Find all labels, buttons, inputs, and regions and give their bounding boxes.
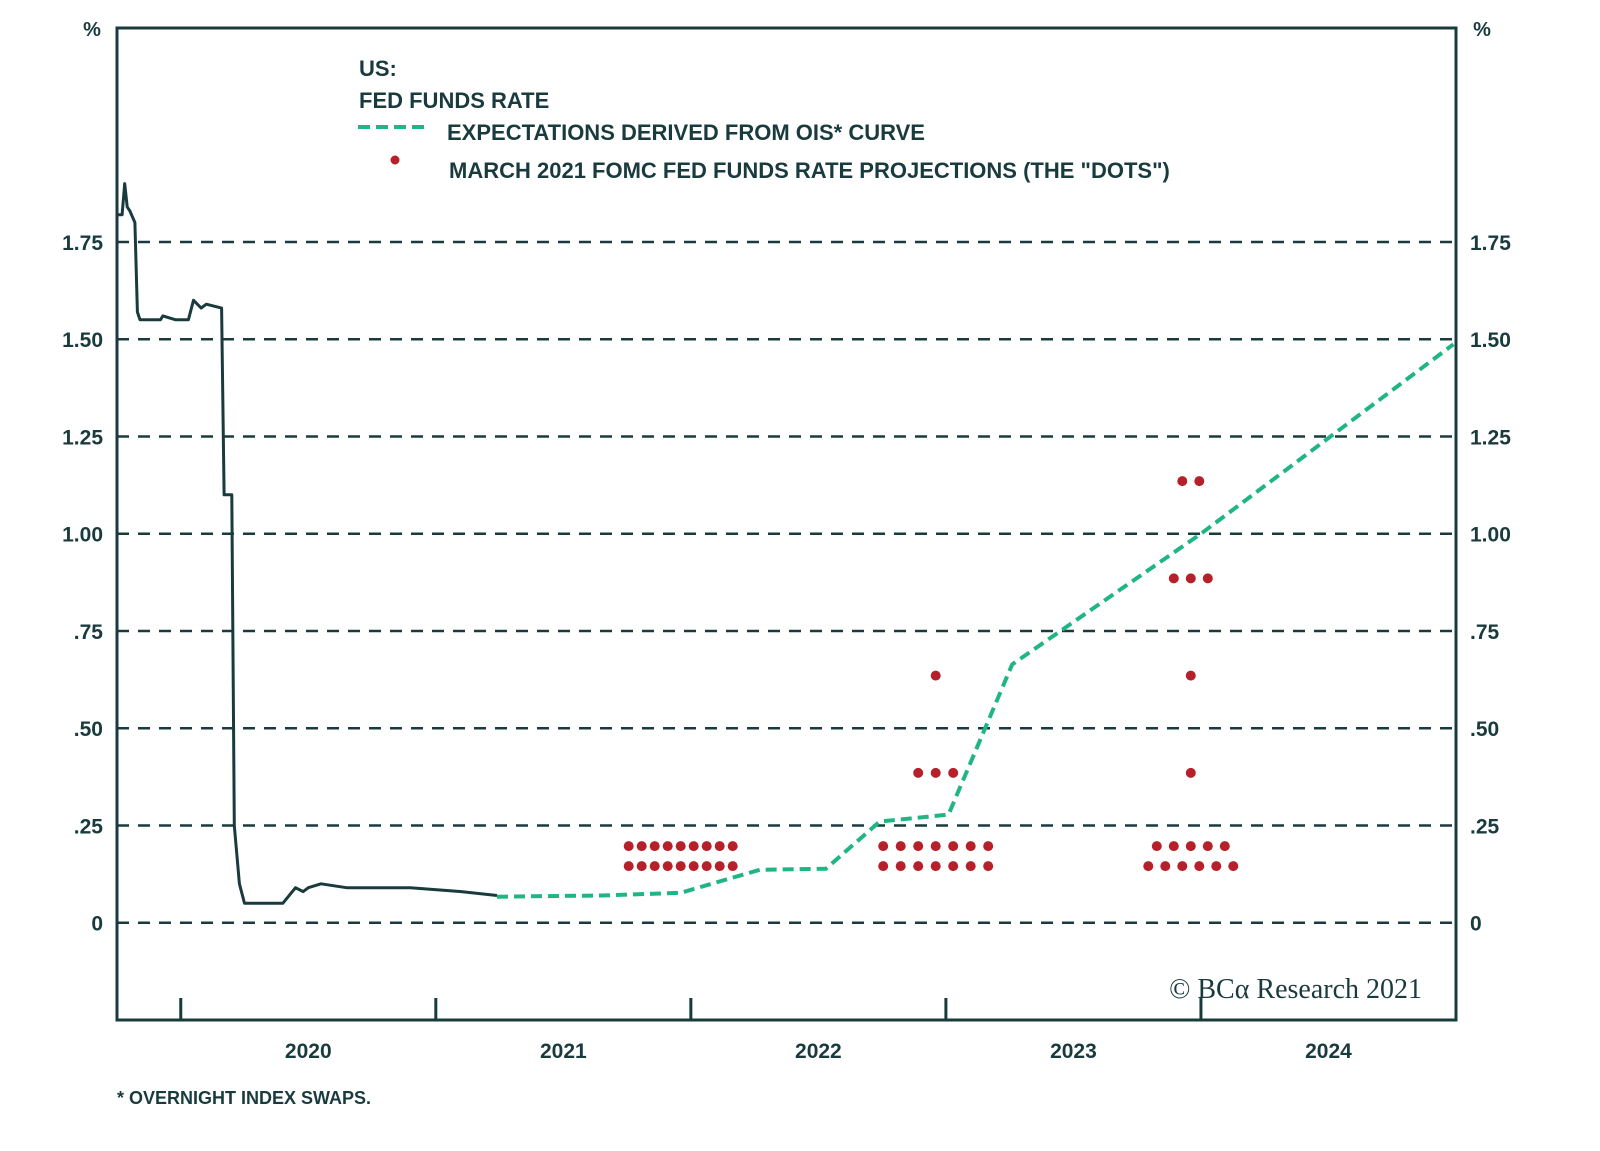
fomc-dot	[1160, 861, 1171, 872]
dots-layer	[623, 476, 1239, 872]
fomc-dot	[623, 861, 634, 872]
fomc-dot	[895, 861, 906, 872]
fomc-dot	[1168, 573, 1179, 584]
fomc-dot	[1194, 476, 1205, 487]
series-layer	[117, 182, 1455, 905]
y-tick-label-left: 1.50	[62, 329, 103, 352]
fomc-dot	[913, 767, 924, 778]
bca-research-logo: © BCα Research 2021	[1169, 974, 1422, 1005]
y-tick-label-left: 1.00	[62, 524, 103, 547]
fomc-dot	[688, 841, 699, 852]
y-tick-label-left: 1.25	[62, 426, 103, 449]
plot-frame	[115, 26, 1458, 1022]
fomc-dot	[895, 841, 906, 852]
fomc-dot	[913, 841, 924, 852]
y-tick-label-left: 0	[91, 913, 103, 936]
fomc-dot	[662, 841, 673, 852]
y-tick-label-right: 1.00	[1470, 524, 1511, 547]
fomc-dot	[930, 767, 941, 778]
fomc-dot	[1143, 861, 1154, 872]
fomc-dot	[965, 861, 976, 872]
fomc-dot	[1185, 767, 1196, 778]
axes: 0 0 .25 .25 .50 .50 .75 .75 1.00 1.00 1.25 1.25 1.50…	[62, 232, 1511, 1063]
fomc-dot	[714, 861, 725, 872]
y-tick-label-right: .75	[1470, 621, 1500, 644]
fomc-dot	[930, 861, 941, 872]
fomc-dot	[714, 841, 725, 852]
y-tick-label-right: .50	[1470, 718, 1499, 741]
fomc-dot	[1194, 861, 1205, 872]
chart-title-line-1: US:	[359, 56, 397, 81]
legend-ois-label: EXPECTATIONS DERIVED FROM OIS* CURVE	[447, 120, 925, 145]
fomc-dot	[965, 841, 976, 852]
fomc-dot	[1185, 573, 1196, 584]
y-tick-label-left: .50	[74, 718, 103, 741]
fomc-dot	[878, 841, 889, 852]
fomc-dot	[1185, 670, 1196, 681]
fomc-dot	[948, 861, 959, 872]
fomc-dot	[1185, 841, 1196, 852]
fomc-dot	[948, 841, 959, 852]
fomc-dot	[1177, 476, 1188, 487]
legend: US: FED FUNDS RATE EXPECTATIONS DERIVED …	[358, 56, 1170, 183]
fomc-dot	[1177, 861, 1188, 872]
fomc-dot	[727, 861, 738, 872]
fomc-dot	[636, 861, 647, 872]
x-tick-label: 2023	[1050, 1040, 1097, 1063]
fomc-dot	[983, 861, 994, 872]
chart-title-line-2: FED FUNDS RATE	[359, 88, 549, 113]
x-tick-label: 2020	[285, 1040, 332, 1063]
y-tick-label-left: .25	[74, 815, 104, 838]
fomc-dot	[688, 861, 699, 872]
fomc-dot	[1151, 841, 1162, 852]
y-tick-label-left: 1.75	[62, 232, 103, 255]
fomc-dot	[1219, 841, 1230, 852]
x-tick-label: 2024	[1305, 1040, 1352, 1063]
y-tick-label-right: 1.25	[1470, 426, 1511, 449]
fomc-dot	[878, 861, 889, 872]
y-tick-label-right: 1.50	[1470, 329, 1511, 352]
fomc-dot	[930, 670, 941, 681]
y-tick-label-left: .75	[74, 621, 104, 644]
fomc-dot	[1168, 841, 1179, 852]
fomc-dot	[727, 841, 738, 852]
fomc-dot	[675, 861, 686, 872]
y-tick-label-right: .25	[1470, 815, 1500, 838]
fomc-dot	[675, 841, 686, 852]
ois-line	[496, 342, 1455, 899]
fomc-dot	[662, 861, 673, 872]
y-axis-unit-left: %	[83, 19, 101, 41]
fomc-dot	[948, 767, 959, 778]
fomc-dot	[636, 841, 647, 852]
x-tick-label: 2022	[795, 1040, 842, 1063]
gridlines	[117, 240, 1456, 924]
fomc-dot	[1202, 573, 1213, 584]
fomc-dot	[701, 841, 712, 852]
fomc-dot	[913, 861, 924, 872]
fomc-dot	[983, 841, 994, 852]
y-axis-unit-right: %	[1473, 19, 1491, 41]
fomc-dot	[701, 861, 712, 872]
legend-dots-swatch	[390, 155, 400, 165]
fomc-dot	[930, 841, 941, 852]
fomc-dot	[1228, 861, 1239, 872]
x-tick-label: 2021	[540, 1040, 587, 1063]
legend-dots-label: MARCH 2021 FOMC FED FUNDS RATE PROJECTIO…	[449, 158, 1170, 183]
fomc-dot	[1202, 841, 1213, 852]
fomc-dot	[649, 861, 660, 872]
fomc-dot	[1211, 861, 1222, 872]
fed_funds-line	[117, 182, 498, 905]
fomc-dot	[649, 841, 660, 852]
y-tick-label-right: 0	[1470, 913, 1482, 936]
footnote: * OVERNIGHT INDEX SWAPS.	[117, 1088, 371, 1108]
fomc-dot	[623, 841, 634, 852]
y-tick-label-right: 1.75	[1470, 232, 1511, 255]
